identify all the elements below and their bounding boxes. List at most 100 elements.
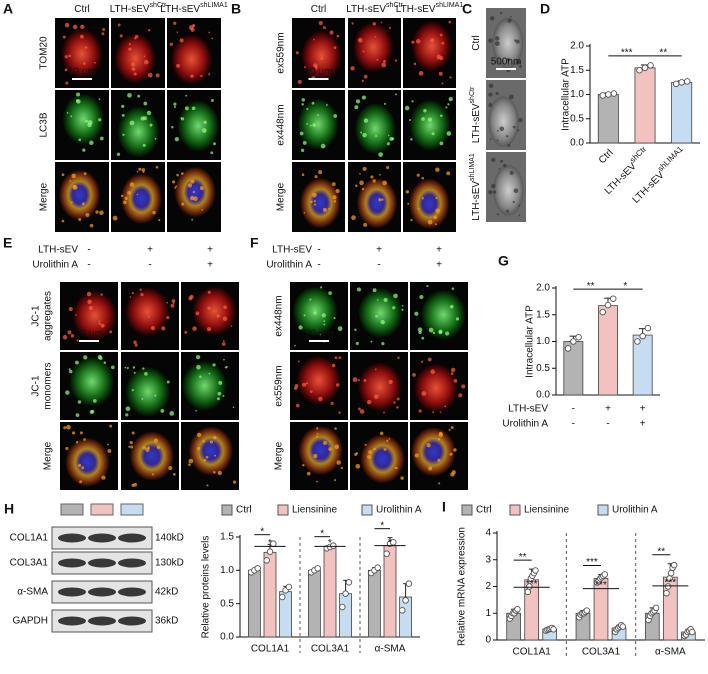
speck — [213, 435, 217, 440]
speck — [151, 473, 154, 476]
speck — [83, 172, 87, 176]
speck — [421, 197, 424, 200]
speck — [418, 330, 422, 335]
speck — [317, 114, 319, 117]
speck — [210, 151, 214, 155]
bar — [367, 569, 381, 638]
data-point — [405, 580, 413, 587]
speck — [302, 463, 305, 467]
speck — [351, 215, 356, 221]
speck — [331, 363, 336, 368]
speck — [397, 356, 400, 360]
band — [118, 533, 146, 543]
speck — [142, 171, 145, 174]
speck — [99, 136, 104, 141]
row-label-text: Ctrl — [471, 35, 482, 51]
speck — [130, 445, 134, 449]
speck — [83, 62, 86, 65]
column-label-text: Ctrl — [74, 4, 90, 15]
data-point — [647, 62, 654, 69]
y-axis-label: Relative mRNA expression — [457, 527, 468, 646]
speck — [155, 165, 159, 169]
data-point — [345, 579, 353, 586]
speck — [66, 424, 71, 430]
scale-bar-label: 10 µm — [305, 67, 333, 78]
speck — [129, 182, 135, 187]
speck — [491, 157, 496, 163]
speck — [316, 480, 318, 483]
speck — [223, 305, 227, 309]
speck — [449, 76, 452, 79]
speck — [440, 114, 443, 118]
data-point — [601, 571, 609, 578]
speck — [181, 202, 185, 206]
speck — [196, 432, 202, 438]
speck — [180, 117, 183, 120]
speck — [160, 408, 165, 413]
speck — [98, 356, 103, 360]
speck — [328, 291, 332, 295]
speck — [70, 333, 75, 338]
cell — [488, 96, 519, 147]
speck — [376, 58, 379, 61]
bar — [598, 305, 618, 396]
data-point — [399, 607, 406, 614]
speck — [320, 286, 323, 289]
speck — [439, 411, 442, 413]
legend-swatch — [597, 504, 609, 516]
speck — [166, 301, 169, 304]
data-point — [639, 332, 646, 340]
speck — [310, 200, 313, 204]
speck — [367, 454, 372, 459]
speck — [395, 93, 398, 96]
bar — [671, 81, 693, 144]
speck — [507, 18, 512, 23]
speck — [98, 118, 102, 122]
speck — [354, 452, 358, 456]
cell — [298, 98, 339, 150]
speck — [363, 74, 368, 79]
speck — [195, 409, 197, 412]
y-tick-label: 0.0 — [536, 390, 550, 401]
significance-label: * — [260, 526, 264, 537]
speck — [201, 209, 204, 211]
significance-label: *** — [664, 578, 676, 589]
cell — [114, 33, 156, 84]
cell — [355, 103, 396, 154]
speck — [190, 179, 195, 184]
speck — [147, 28, 151, 32]
speck — [389, 137, 394, 141]
speck — [426, 285, 429, 288]
speck — [495, 91, 499, 96]
speck — [103, 361, 107, 364]
speck — [421, 360, 424, 363]
speck — [309, 124, 312, 127]
condition-sign: - — [317, 245, 320, 256]
speck — [210, 99, 214, 102]
data-point — [383, 550, 390, 557]
speck — [445, 106, 448, 109]
x-tick-label: α-SMA — [655, 647, 686, 658]
speck — [336, 34, 340, 38]
speck — [333, 46, 337, 50]
row-label: ex448nm — [274, 295, 285, 336]
speck — [361, 187, 365, 191]
speck — [518, 214, 521, 217]
speck — [489, 16, 495, 21]
row-label: JC-1 — [31, 375, 42, 397]
speck — [306, 107, 309, 111]
cell — [296, 355, 341, 405]
cell — [301, 30, 342, 81]
panel-letter: I — [442, 499, 446, 515]
speck — [195, 311, 200, 316]
speck — [101, 32, 105, 36]
significance-label: * — [388, 537, 392, 548]
speck — [372, 179, 376, 183]
speck — [192, 190, 195, 194]
condition-sign: + — [605, 404, 611, 415]
row-label: aggregates — [43, 291, 54, 341]
speck — [63, 426, 67, 430]
scale-bar-label: 20 µm — [305, 329, 333, 340]
speck — [322, 26, 326, 30]
speck — [446, 171, 451, 176]
